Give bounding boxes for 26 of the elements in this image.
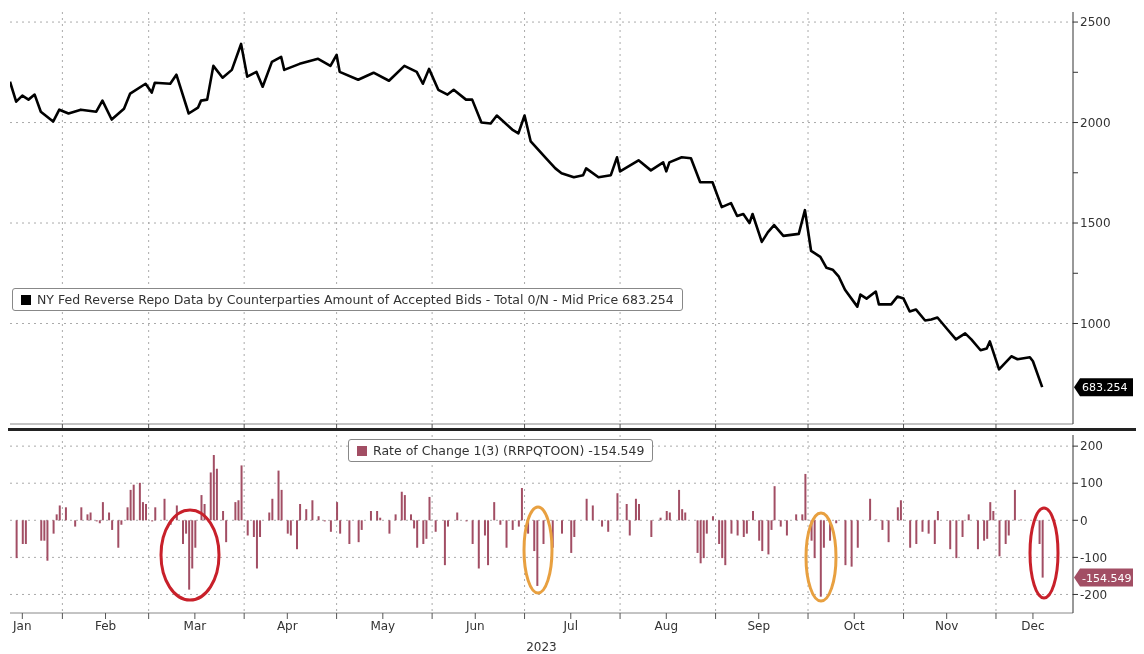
x-tick-label: Dec bbox=[1021, 618, 1045, 633]
x-tick-label: Apr bbox=[276, 618, 298, 633]
y-tick-label: 2000 bbox=[1080, 115, 1111, 130]
y-tick-label: 1500 bbox=[1080, 216, 1111, 231]
legend-label: NY Fed Reverse Repo Data by Counterparties Amount of Accepted Bids - Total 0/N - Mid Price 683.254 bbox=[37, 292, 674, 307]
x-tick-label: Jul bbox=[562, 618, 579, 633]
x-tick-label: Oct bbox=[843, 618, 865, 633]
text: -154.549 bbox=[1082, 571, 1132, 585]
y-tick-label: 1000 bbox=[1080, 316, 1111, 331]
y-tick-label: 100 bbox=[1080, 476, 1103, 491]
x-tick-label: Jun bbox=[464, 618, 485, 633]
x-tick-label: Mar bbox=[183, 618, 207, 633]
x-tick-label: Feb bbox=[94, 618, 117, 633]
x-tick-label: May bbox=[370, 618, 396, 633]
y-tick-label: 200 bbox=[1080, 439, 1103, 454]
y-tick-label: -100 bbox=[1080, 550, 1108, 565]
y-tick-label: 2500 bbox=[1080, 15, 1111, 30]
y-tick-label: -200 bbox=[1080, 587, 1108, 602]
x-tick-label: Nov bbox=[934, 618, 959, 633]
text: 683.254 bbox=[1082, 381, 1128, 395]
x-axis-title: 2023 bbox=[526, 640, 557, 654]
x-tick-label: Aug bbox=[654, 618, 679, 633]
x-tick-label: Sep bbox=[747, 618, 771, 633]
x-tick-label: Jan bbox=[12, 618, 32, 633]
y-tick-label: 0 bbox=[1080, 513, 1088, 528]
legend-label: Rate of Change 1(3) (RRPQTOON) -154.549 bbox=[373, 443, 645, 458]
